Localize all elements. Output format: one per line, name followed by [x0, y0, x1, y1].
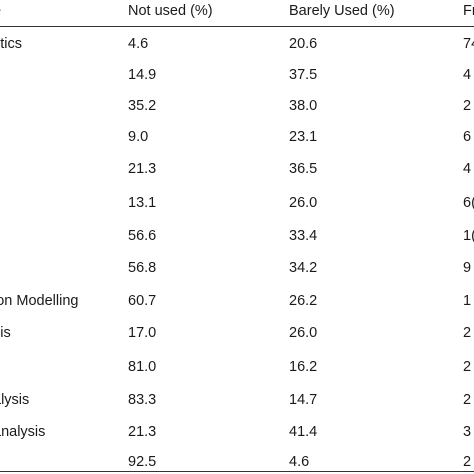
table-row: 35.2 38.0 2: [0, 97, 474, 127]
header-frequently: Fr: [463, 3, 474, 19]
table-row: ion Modelling 60.7 26.2 1: [0, 292, 474, 322]
row-not-used: 13.1: [128, 195, 157, 211]
row-barely-used: 37.5: [289, 67, 318, 83]
row-category: analysis: [0, 424, 46, 440]
row-frequently: 6: [463, 129, 472, 145]
row-category: stics: [0, 36, 22, 52]
row-not-used: 14.9: [128, 67, 157, 83]
row-category: ion Modelling: [0, 293, 79, 309]
row-not-used: 83.3: [128, 392, 157, 408]
table-row: alysis 83.3 14.7 2: [0, 391, 474, 421]
row-frequently: 1: [463, 293, 472, 309]
table-row: 14.9 37.5 4: [0, 66, 474, 96]
row-frequently: 74: [463, 36, 474, 52]
row-not-used: 56.8: [128, 260, 157, 276]
table-row: 92.5 4.6 2: [0, 453, 474, 474]
row-barely-used: 14.7: [289, 392, 318, 408]
row-category: sis: [0, 325, 11, 341]
table-row: 56.6 33.4 1(: [0, 227, 474, 257]
header-divider: [0, 26, 474, 27]
table-row: 21.3 36.5 4: [0, 160, 474, 190]
row-not-used: 9.0: [128, 129, 149, 145]
row-frequently: 1(: [463, 228, 474, 244]
header-category: e: [0, 2, 1, 20]
table-row: 81.0 16.2 2: [0, 358, 474, 388]
row-not-used: 21.3: [128, 161, 157, 177]
row-not-used: 4.6: [128, 36, 149, 52]
table-bottom-rule: [0, 471, 474, 472]
row-not-used: 17.0: [128, 325, 157, 341]
header-barely-used: Barely Used (%): [289, 3, 395, 19]
row-frequently: 2: [463, 359, 472, 375]
row-not-used: 21.3: [128, 424, 157, 440]
row-frequently: 2: [463, 454, 472, 470]
table-header-row: e Not used (%) Barely Used (%) Fr: [0, 0, 474, 28]
row-barely-used: 33.4: [289, 228, 318, 244]
row-barely-used: 23.1: [289, 129, 318, 145]
table-row: analysis 21.3 41.4 3: [0, 423, 474, 453]
row-barely-used: 26.2: [289, 293, 318, 309]
table-row: 13.1 26.0 6(: [0, 194, 474, 224]
row-barely-used: 26.0: [289, 195, 318, 211]
table-row: 9.0 23.1 6: [0, 128, 474, 158]
row-not-used: 81.0: [128, 359, 157, 375]
row-barely-used: 34.2: [289, 260, 318, 276]
row-barely-used: 16.2: [289, 359, 318, 375]
row-frequently: 2: [463, 98, 472, 114]
row-barely-used: 36.5: [289, 161, 318, 177]
header-not-used: Not used (%): [128, 3, 213, 19]
row-frequently: 2: [463, 325, 472, 341]
row-barely-used: 26.0: [289, 325, 318, 341]
row-frequently: 3: [463, 424, 472, 440]
row-not-used: 60.7: [128, 293, 157, 309]
row-frequently: 4: [463, 67, 472, 83]
row-frequently: 2: [463, 392, 472, 408]
row-category: alysis: [0, 392, 30, 408]
row-barely-used: 41.4: [289, 424, 318, 440]
row-not-used: 56.6: [128, 228, 157, 244]
table-row: stics 4.6 20.6 74: [0, 35, 474, 65]
table-row: sis 17.0 26.0 2: [0, 324, 474, 354]
row-not-used: 35.2: [128, 98, 157, 114]
table-row: 56.8 34.2 9: [0, 259, 474, 289]
row-not-used: 92.5: [128, 454, 157, 470]
row-frequently: 6(: [463, 195, 474, 211]
row-frequently: 9: [463, 260, 472, 276]
row-barely-used: 4.6: [289, 454, 310, 470]
row-barely-used: 20.6: [289, 36, 318, 52]
row-barely-used: 38.0: [289, 98, 318, 114]
row-frequently: 4: [463, 161, 472, 177]
